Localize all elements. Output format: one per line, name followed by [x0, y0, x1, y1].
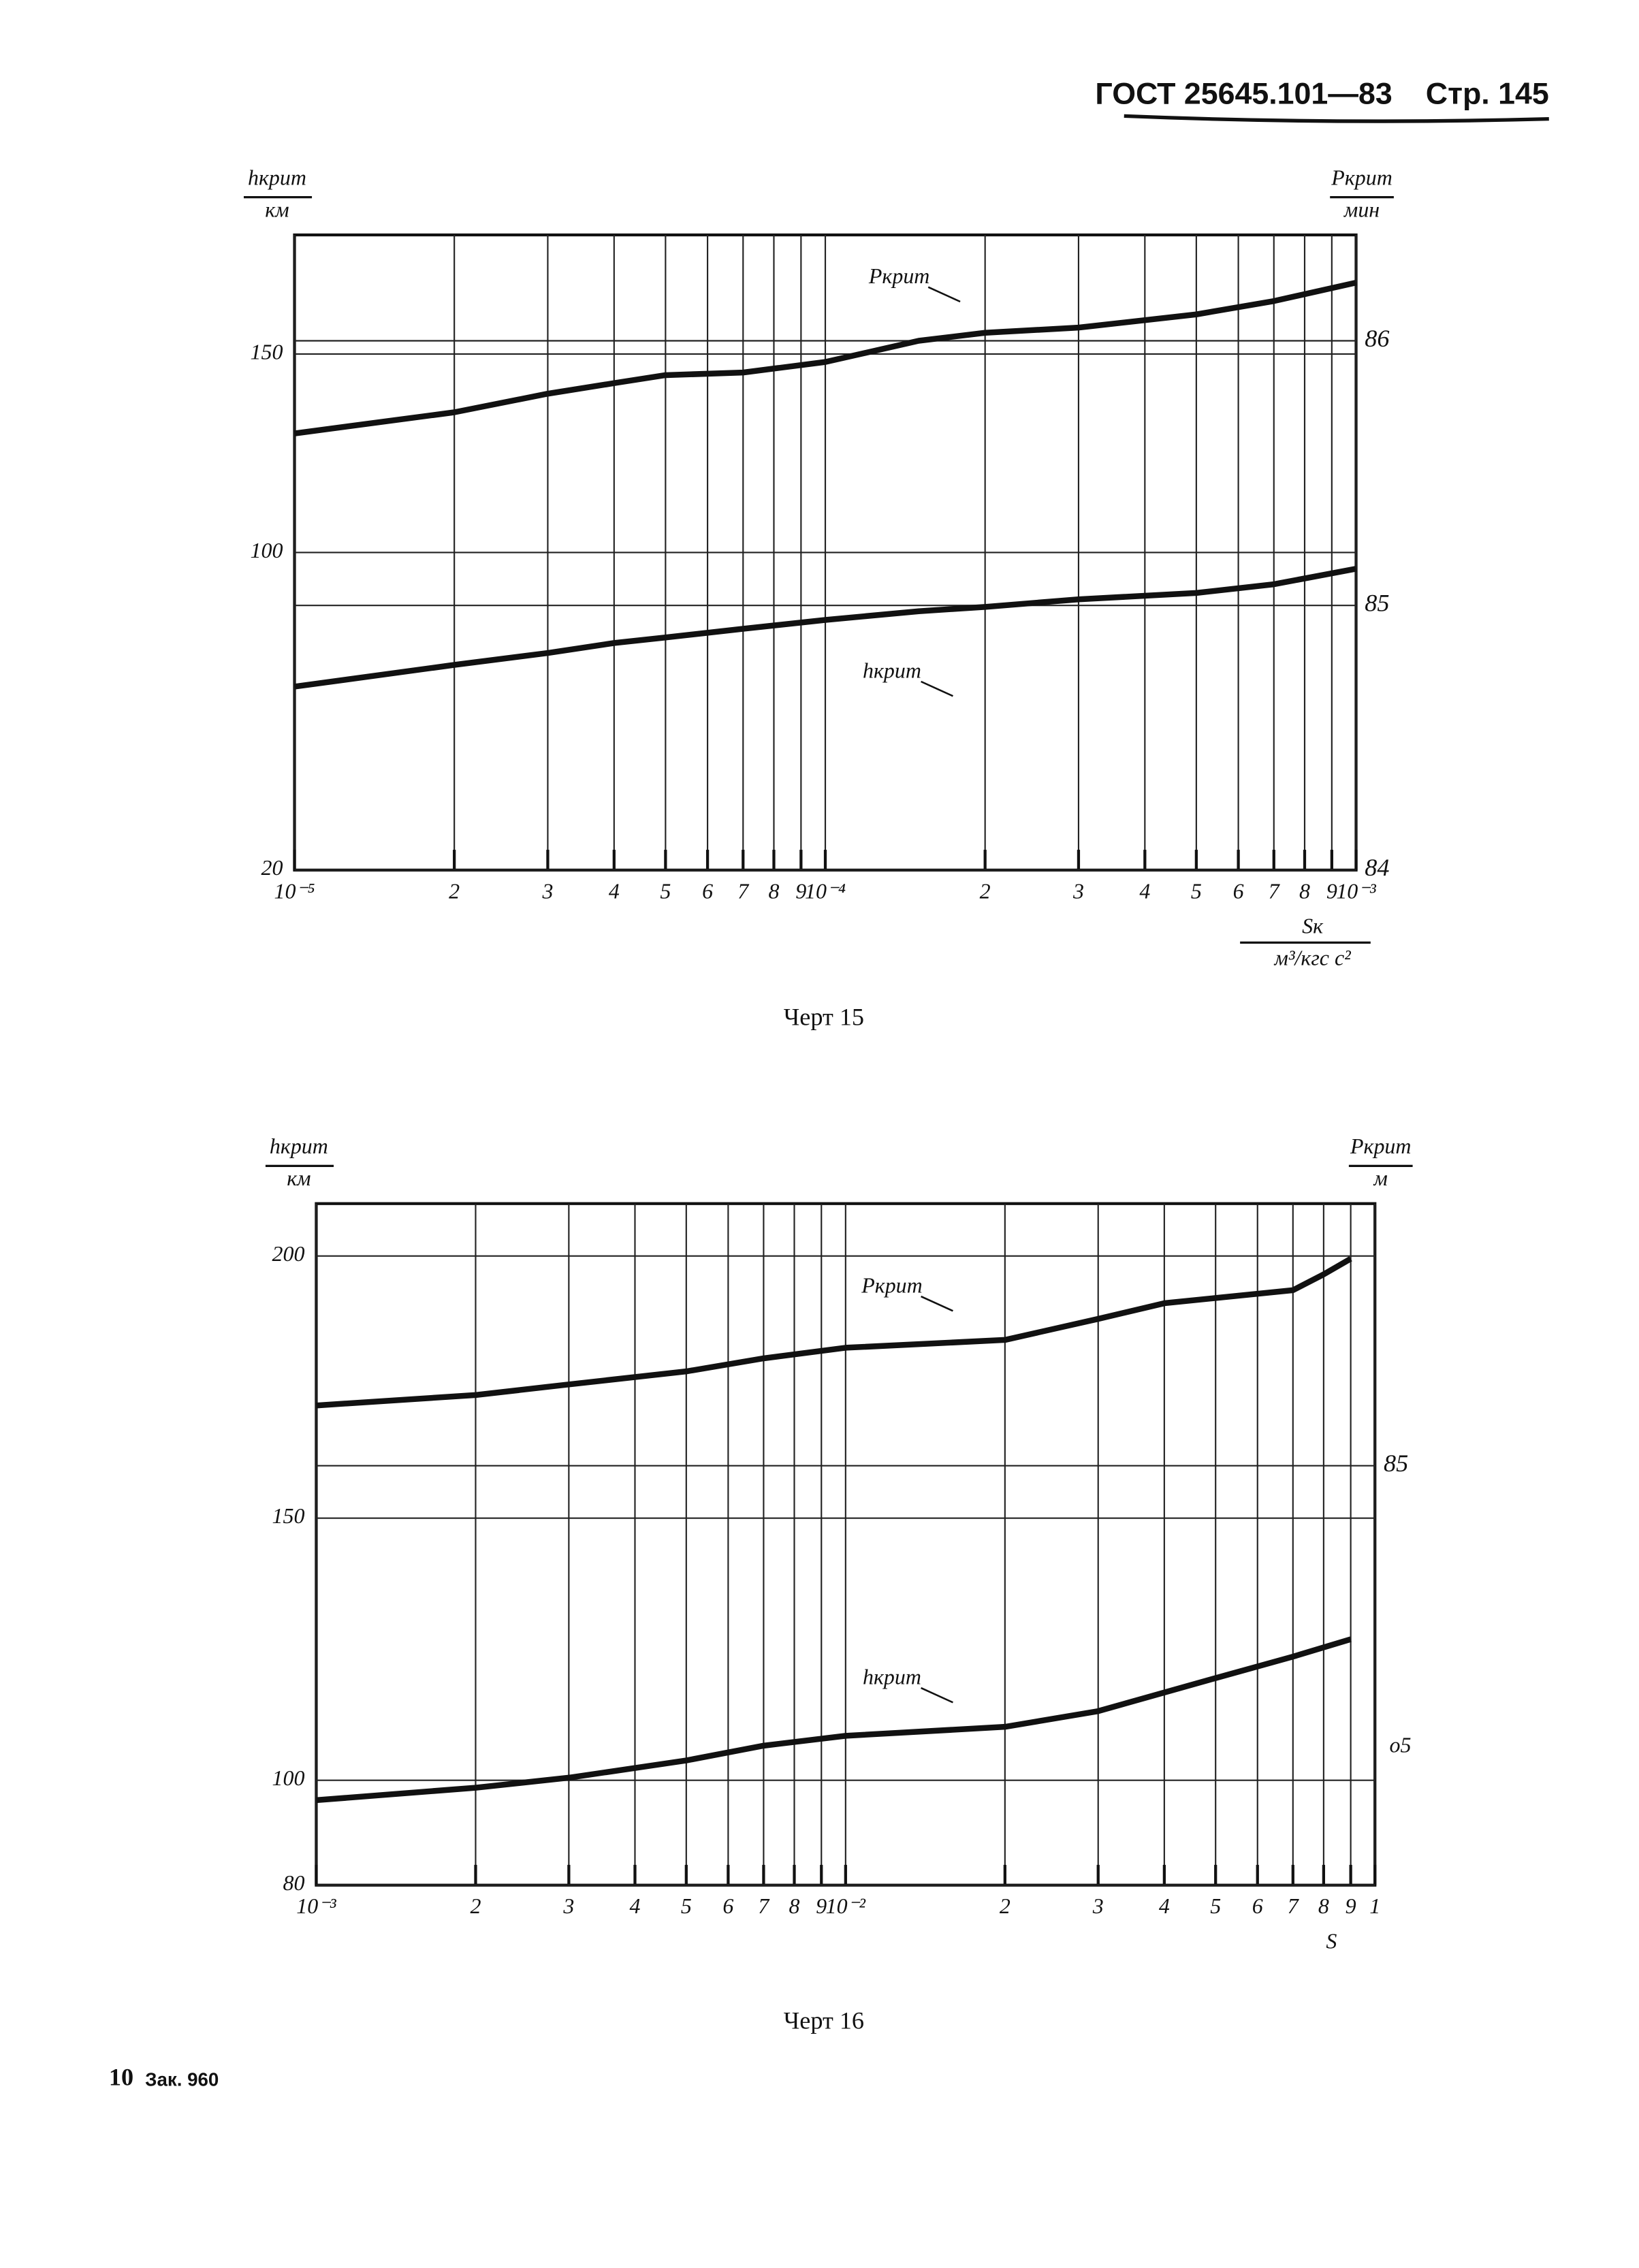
- footer-order: Зак. 960: [145, 2069, 219, 2090]
- x-tick-label: 8: [1299, 879, 1310, 903]
- data-line: [316, 1256, 1352, 1409]
- x-tick-label: 3: [1092, 1894, 1104, 1918]
- y2-tick-label: 86: [1365, 325, 1389, 352]
- x-tick-label: 9: [1346, 1894, 1356, 1918]
- y2-axis-label: Pкрит: [1350, 1134, 1411, 1158]
- x-tick-label: 7: [737, 879, 750, 903]
- x-tick-label: 6: [1233, 879, 1244, 903]
- x-tick-label: 6: [1252, 1894, 1263, 1918]
- y-tick-label: 150: [251, 340, 283, 364]
- y-tick-label: 80: [283, 1871, 304, 1895]
- standard-number: ГОСТ 25645.101—83: [1095, 77, 1392, 110]
- y-tick-label: 200: [272, 1242, 305, 1266]
- y2-axis-unit: мин: [1343, 197, 1380, 221]
- x-tick-label: 10⁻³: [1336, 879, 1376, 903]
- header-rule: [1124, 114, 1549, 123]
- x-tick-label: 6: [702, 879, 713, 903]
- x-tick-label: 3: [541, 879, 553, 903]
- x-tick-label: 1: [1369, 1894, 1380, 1918]
- x-tick-label: 8: [768, 879, 779, 903]
- x-tick-label: 2: [1000, 1894, 1011, 1918]
- series-label: hкрит: [863, 659, 921, 683]
- x-tick-label: 9: [1326, 879, 1337, 903]
- y-axis-label: hкрит: [248, 165, 306, 189]
- x-tick-label: 2: [449, 879, 460, 903]
- x-axis-unit: м³/кгс с²: [1274, 946, 1352, 970]
- x-tick-label: 4: [609, 879, 620, 903]
- x-axis-label: S: [1326, 1929, 1337, 1953]
- x-tick-label: 6: [722, 1894, 733, 1918]
- x-tick-label: 7: [758, 1894, 770, 1918]
- x-tick-label: 9: [795, 879, 806, 903]
- x-tick-label: 3: [562, 1894, 574, 1918]
- y2-axis-label: Pкрит: [1331, 165, 1392, 189]
- x-tick-label: 5: [1210, 1894, 1221, 1918]
- page-number: Стр. 145: [1426, 77, 1549, 110]
- chart-caption: Черт 15: [784, 1004, 864, 1031]
- x-tick-label: 10⁻⁴: [805, 879, 846, 903]
- x-tick-label: 3: [1072, 879, 1084, 903]
- x-tick-label: 10⁻²: [826, 1894, 866, 1918]
- data-line: [316, 1636, 1352, 1804]
- y-tick-label: 20: [261, 856, 283, 880]
- data-line: [293, 279, 1357, 436]
- x-tick-label: 9: [816, 1894, 827, 1918]
- x-tick-label: 4: [630, 1894, 641, 1918]
- footer-sheet: 10: [109, 2063, 133, 2090]
- chart-caption: Черт 16: [784, 2007, 864, 2034]
- x-tick-label: 10⁻⁵: [274, 879, 315, 903]
- x-tick-label: 8: [789, 1894, 800, 1918]
- x-tick-label: 4: [1159, 1894, 1170, 1918]
- x-tick-label: 2: [470, 1894, 481, 1918]
- y-axis-unit: км: [287, 1166, 311, 1190]
- x-tick-label: 5: [1191, 879, 1202, 903]
- y-tick-label: 100: [272, 1766, 305, 1790]
- series-label: hкрит: [863, 1665, 921, 1689]
- x-tick-label: 8: [1318, 1894, 1329, 1918]
- x-tick-label: 2: [980, 879, 991, 903]
- leader-line: [927, 286, 961, 303]
- x-tick-label: 7: [1269, 879, 1281, 903]
- leader-line: [921, 1687, 953, 1704]
- y2-axis-unit: м: [1373, 1166, 1388, 1190]
- y-tick-label: 100: [251, 539, 283, 562]
- x-tick-label: 5: [681, 1894, 692, 1918]
- series-label: Pкрит: [868, 264, 929, 288]
- annotation: о5: [1390, 1734, 1412, 1757]
- data-line: [293, 566, 1357, 690]
- leader-line: [921, 1295, 953, 1312]
- x-tick-label: 10⁻³: [296, 1894, 336, 1918]
- y2-tick-label: 84: [1365, 854, 1389, 881]
- x-tick-label: 4: [1139, 879, 1150, 903]
- y-axis-unit: км: [265, 197, 289, 221]
- x-axis-label: Sк: [1302, 914, 1324, 938]
- y-tick-label: 150: [272, 1504, 305, 1528]
- y2-tick-label: 85: [1365, 590, 1389, 617]
- y-axis-label: hкрит: [270, 1134, 328, 1158]
- series-label: Pкрит: [861, 1274, 922, 1298]
- x-tick-label: 5: [660, 879, 671, 903]
- leader-line: [921, 680, 953, 697]
- y2-tick-label: 85: [1384, 1450, 1408, 1477]
- x-tick-label: 7: [1288, 1894, 1300, 1918]
